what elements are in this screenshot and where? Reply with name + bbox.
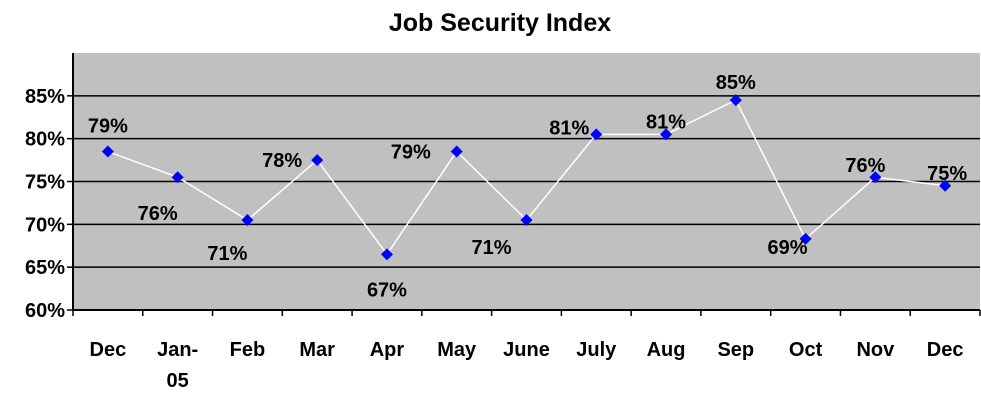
data-point-3 [311,154,324,167]
data-point-9 [729,94,742,107]
x-tick-label-3: Mar [299,339,335,361]
data-point-1 [171,171,184,184]
data-label-1: 76% [138,203,178,225]
data-label-8: 81% [646,111,686,133]
data-point-7 [590,128,603,141]
y-tick-label-3: 75% [25,172,65,194]
data-label-0: 79% [88,116,128,138]
data-label-6: 71% [471,237,511,259]
data-point-10 [799,232,812,245]
x-tick-label-9: Sep [717,339,754,361]
chart-title: Job Security Index [389,9,611,37]
data-point-6 [520,214,533,227]
data-point-11 [869,171,882,184]
data-point-2 [241,214,254,227]
data-point-8 [660,128,673,141]
x-tick-label-6: June [503,339,550,361]
data-label-5: 79% [391,142,431,164]
x-tick-label-10: Oct [789,339,823,361]
y-tick-label-1: 65% [25,257,65,279]
data-label-3: 78% [262,150,302,172]
x-tick-label-5: May [437,339,477,361]
x-tick-label-4: Apr [370,339,405,361]
y-tick-label-4: 80% [25,129,65,151]
data-label-11: 76% [845,155,885,177]
data-point-4 [380,248,393,261]
y-tick-label-5: 85% [25,86,65,108]
data-label-12: 75% [927,163,967,185]
y-tick-label-2: 70% [25,214,65,236]
x-tick-label-0: Dec [90,339,127,361]
x-tick-label-11: Nov [856,339,895,361]
data-label-2: 71% [207,243,247,265]
data-label-9: 85% [716,72,756,94]
data-labels: 79% 76% 71% 78% 67% 79% 71% 81% 81% 85% 69% 76% 75% [88,72,967,301]
data-label-10: 69% [768,237,808,259]
x-axis-ticks: Dec Jan-05 Feb Mar Apr May June July Aug Sep Oct No… [72,310,981,392]
x-tick-label-1: Jan-05 [157,339,198,392]
x-tick-label-7: July [576,339,617,361]
x-tick-label-8: Aug [647,339,686,361]
data-point-5 [450,145,463,158]
y-tick-label-0: 60% [25,300,65,322]
data-point-12 [939,179,952,192]
data-point-0 [101,145,114,158]
y-axis-ticks: 60% 65% 70% 75% 80% 85% [25,86,73,322]
data-label-4: 67% [367,279,407,301]
x-tick-label-12: Dec [927,339,964,361]
series-markers [101,94,952,261]
data-label-7: 81% [549,117,589,139]
x-tick-label-2: Feb [230,339,266,361]
